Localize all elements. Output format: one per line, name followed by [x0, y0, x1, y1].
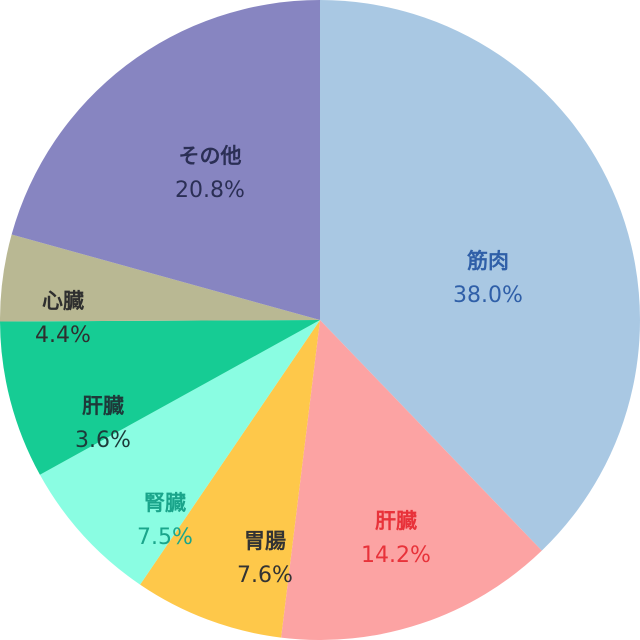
pie-slice-1 [281, 320, 542, 640]
slice-name-label-3: 腎臓 [144, 491, 186, 515]
pie-slice-5 [0, 234, 320, 322]
slice-name-label-5: 心臓 [42, 289, 84, 313]
pie-slice-0 [320, 0, 640, 551]
pie-slice-2 [140, 320, 320, 638]
slice-percent-label-2: 7.6% [237, 563, 293, 588]
slice-percent-label-6: 20.8% [175, 178, 245, 203]
slice-percent-label-5: 4.4% [35, 323, 91, 348]
slice-name-label-4: 肝臓 [82, 394, 124, 418]
pie-slice-4 [0, 320, 320, 475]
slice-name-label-0: 筋肉 [466, 249, 509, 273]
pie-slice-3 [39, 320, 321, 585]
slice-name-label-6: その他 [179, 144, 242, 168]
pie-labels: 筋肉 38.0% 肝臓 14.2% 胃腸 7.6% 腎臓 7.5% 肝臓 3.6% 心臓 4.4% その… [35, 144, 523, 588]
slice-name-label-2: 胃腸 [244, 529, 286, 553]
slice-percent-label-4: 3.6% [75, 428, 131, 453]
pie-slice-6 [11, 0, 320, 320]
slice-percent-label-0: 38.0% [453, 283, 523, 308]
slice-percent-label-3: 7.5% [137, 525, 193, 550]
slice-name-label-1: 肝臓 [375, 509, 417, 533]
slice-percent-label-1: 14.2% [361, 543, 431, 568]
